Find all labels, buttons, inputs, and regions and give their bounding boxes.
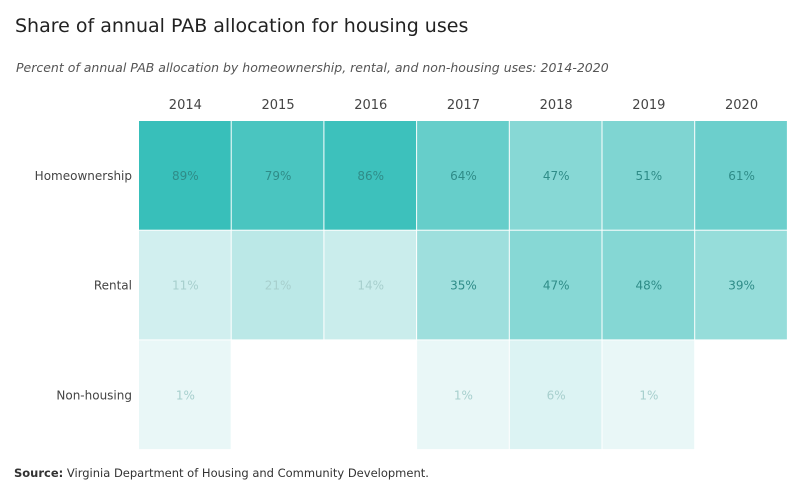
column-label-2015: 2015 — [262, 98, 295, 113]
cell-value-label: 11% — [172, 279, 199, 293]
heatmap-chart: 2014 2015 2016 2017 2018 2019 2020 Homeownersh… — [35, 98, 787, 450]
cell-value-label: 21% — [265, 279, 292, 293]
column-label-2019: 2019 — [632, 98, 665, 113]
cell-value-label: 64% — [450, 169, 477, 183]
heatmap-cell-homeownership-2018 — [509, 121, 602, 230]
heatmap-cell-homeownership-2020 — [695, 121, 787, 230]
column-label-2016: 2016 — [354, 98, 387, 113]
heatmap-cell-non-housing-2019 — [602, 340, 695, 450]
heatmap-cell-rental-2018 — [509, 230, 602, 340]
heatmap-cell-rental-2017 — [417, 230, 509, 340]
cell-value-label: 51% — [636, 169, 663, 183]
column-label-2017: 2017 — [447, 98, 480, 113]
row-label-homeownership: Homeownership — [35, 169, 132, 183]
chart-title: Share of annual PAB allocation for housi… — [15, 15, 469, 37]
source-note: Source: Virginia Department of Housing a… — [14, 466, 429, 480]
cell-value-label: 39% — [728, 279, 755, 293]
cell-value-label: 6% — [547, 388, 566, 402]
source-label: Source: — [14, 466, 64, 480]
cell-value-label: 89% — [172, 169, 199, 183]
heatmap-cell-rental-2014 — [139, 230, 231, 340]
cell-value-label: 1% — [454, 388, 473, 402]
heatmap-cell-homeownership-2015 — [231, 121, 324, 230]
cell-value-label: 48% — [636, 279, 663, 293]
column-label-2020: 2020 — [725, 98, 758, 113]
cell-value-label: 35% — [450, 279, 477, 293]
cell-value-label: 86% — [357, 169, 384, 183]
heatmap-cell-homeownership-2016 — [324, 121, 417, 230]
cell-value-label: 1% — [639, 388, 658, 402]
column-label-2018: 2018 — [540, 98, 573, 113]
heatmap-cell-non-housing-2017 — [417, 340, 509, 450]
chart-subtitle: Percent of annual PAB allocation by home… — [16, 60, 609, 75]
heatmap-cell-rental-2020 — [695, 230, 787, 340]
heatmap-cell-homeownership-2017 — [417, 121, 509, 230]
cell-value-label: 47% — [543, 279, 570, 293]
heatmap-cell-homeownership-2014 — [139, 121, 231, 230]
row-label-non-housing: Non-housing — [56, 388, 132, 402]
source-text: Virginia Department of Housing and Commu… — [63, 466, 429, 480]
row-labels: Homeownership Rental Non-housing — [35, 169, 132, 402]
cell-value-label: 47% — [543, 169, 570, 183]
cell-value-label: 1% — [176, 388, 195, 402]
row-label-rental: Rental — [94, 279, 132, 293]
heatmap-cell-rental-2016 — [324, 230, 417, 340]
heatmap-cell-rental-2019 — [602, 230, 695, 340]
heatmap-cells: 89% 79% 86% 64% 47% 51% 61% 11% 21% 14% 35% 47% 48% 3… — [139, 121, 787, 450]
heatmap-cell-non-housing-2018 — [509, 340, 602, 450]
heatmap-cell-non-housing-2014 — [139, 340, 231, 450]
column-label-2014: 2014 — [169, 98, 202, 113]
column-labels: 2014 2015 2016 2017 2018 2019 2020 — [169, 98, 758, 113]
cell-value-label: 79% — [265, 169, 292, 183]
heatmap-cell-homeownership-2019 — [602, 121, 695, 230]
cell-value-label: 14% — [357, 279, 384, 293]
cell-value-label: 61% — [728, 169, 755, 183]
heatmap-cell-rental-2015 — [231, 230, 324, 340]
